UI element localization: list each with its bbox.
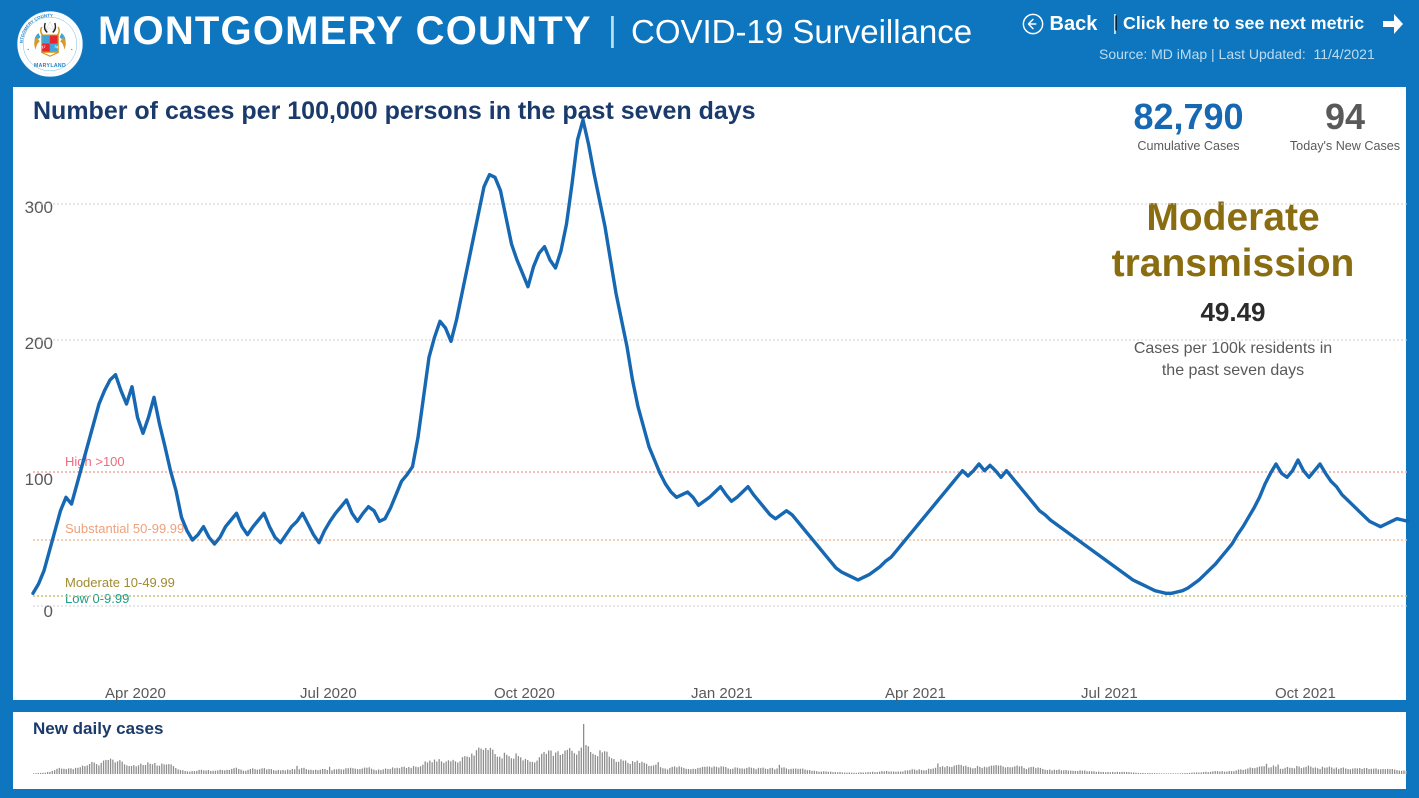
svg-text:MARYLAND: MARYLAND bbox=[34, 63, 66, 69]
svg-text:76: 76 bbox=[54, 45, 58, 50]
svg-text:17: 17 bbox=[42, 45, 46, 50]
